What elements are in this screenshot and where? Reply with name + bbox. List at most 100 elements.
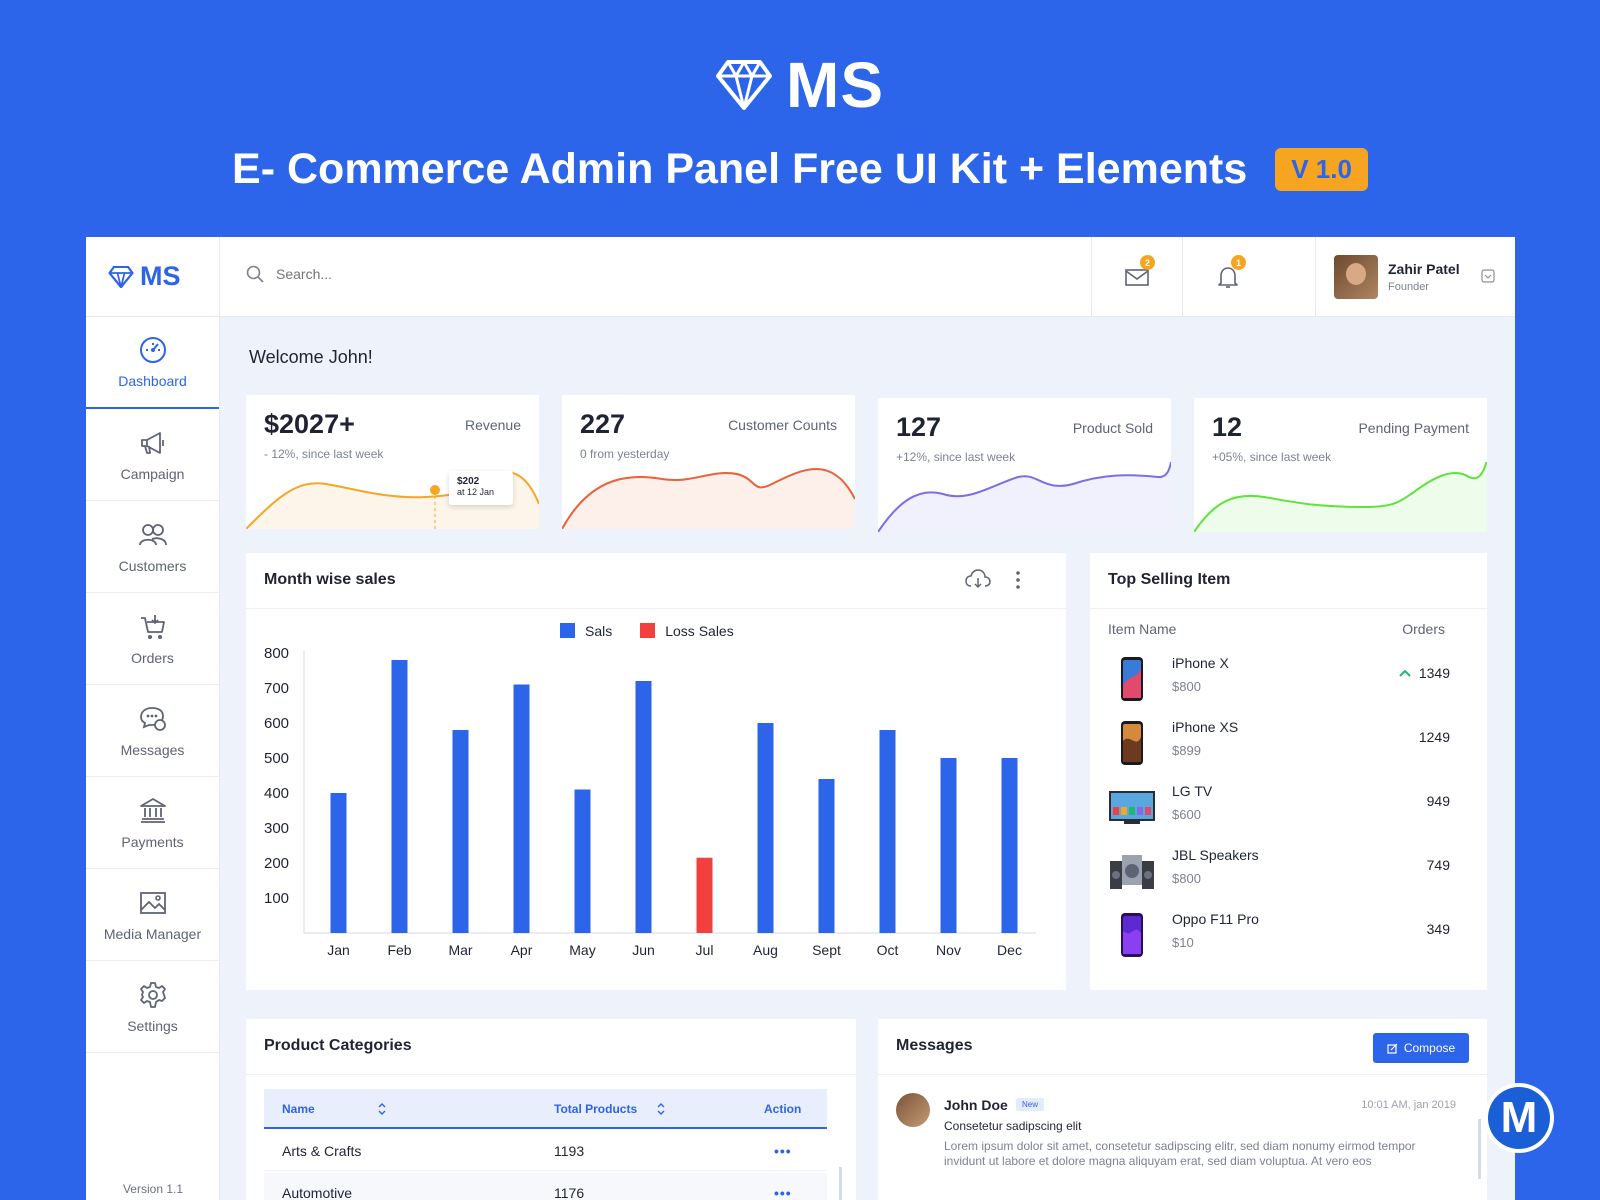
sort-icon[interactable] <box>378 1103 386 1115</box>
y-tick-label: 600 <box>264 715 289 732</box>
sidebar-item-customers[interactable]: Customers <box>86 501 219 593</box>
order-count: 1249 <box>1419 729 1450 745</box>
order-count: 749 <box>1427 857 1450 873</box>
list-item[interactable]: iPhone XS $899 1249 <box>1108 715 1468 779</box>
scrollbar[interactable] <box>839 1167 842 1200</box>
bar-oct <box>879 730 896 933</box>
more-horizontal-icon[interactable]: ••• <box>774 1185 792 1200</box>
chat-icon <box>139 706 166 731</box>
users-icon <box>138 523 167 545</box>
x-tick-label: Dec <box>997 942 1022 958</box>
hero-title-row: E- Commerce Admin Panel Free UI Kit + El… <box>0 145 1600 194</box>
legend-item-sales[interactable]: Sals <box>560 623 612 639</box>
order-count-value: 1249 <box>1418 729 1450 745</box>
sidebar-item-label: Media Manager <box>103 925 202 942</box>
user-profile[interactable]: Zahir Patel Founder <box>1315 237 1515 317</box>
x-tick-label: Mar <box>448 942 472 958</box>
list-item[interactable]: Oppo F11 Pro $10 349 <box>1108 907 1468 971</box>
welcome-heading: Welcome John! <box>249 347 373 367</box>
bar-jun <box>635 681 652 933</box>
bar-feb <box>391 660 408 933</box>
bar-jan <box>330 793 347 933</box>
x-tick-label: Feb <box>387 942 411 958</box>
phone-thumbnail <box>1121 913 1143 957</box>
compose-button[interactable]: Compose <box>1373 1033 1469 1063</box>
sort-icon[interactable] <box>657 1103 665 1115</box>
sidebar-item-payments[interactable]: Payments <box>86 777 219 869</box>
notifications-button[interactable]: 1 <box>1182 237 1273 317</box>
stat-change: +05%, since last week <box>1212 450 1332 464</box>
stat-card-revenue[interactable]: $2027+ Revenue - 12%, since last week $2… <box>246 395 539 529</box>
pending-payment-sparkline <box>1194 462 1487 532</box>
hero-title: E- Commerce Admin Panel Free UI Kit + El… <box>232 145 1248 193</box>
sidebar-item-dashboard[interactable]: Dashboard <box>86 317 219 409</box>
customers-sparkline <box>562 468 855 529</box>
chevron-down-icon[interactable] <box>1481 269 1495 283</box>
sidebar-item-orders[interactable]: Orders <box>86 593 219 685</box>
y-tick-label: 200 <box>264 855 289 872</box>
message-time: 10:01 AM, jan 2019 <box>1361 1099 1456 1111</box>
stat-card-pending-payment[interactable]: 12 Pending Payment +05%, since last week <box>1194 398 1487 532</box>
stat-card-customers[interactable]: 227 Customer Counts 0 from yesterday <box>562 395 855 529</box>
topbar: 2 1 Zahir Patel Founder <box>220 237 1515 317</box>
sidebar-item-media-manager[interactable]: Media Manager <box>86 869 219 961</box>
search-icon <box>246 265 264 283</box>
search-input[interactable] <box>276 266 976 282</box>
cloud-download-icon[interactable] <box>964 568 992 592</box>
table-row[interactable]: Arts & Crafts 1193 ••• <box>264 1131 827 1171</box>
product-price: $10 <box>1172 935 1194 950</box>
order-count-value: 349 <box>1426 921 1450 937</box>
sidebar-item-settings[interactable]: Settings <box>86 961 219 1053</box>
order-count: 1349 <box>1399 665 1450 681</box>
y-tick-label: 800 <box>264 645 289 662</box>
product-categories-card: Product Categories Name Total Products A… <box>246 1019 856 1200</box>
stat-card-product-sold[interactable]: 127 Product Sold +12%, since last week <box>878 398 1171 532</box>
phone-thumbnail <box>1121 657 1143 701</box>
sidebar-item-label: Dashboard <box>118 373 187 389</box>
scrollbar[interactable] <box>1478 1119 1481 1179</box>
hero-brand: MS <box>786 49 884 121</box>
avatar <box>1334 255 1378 299</box>
legend-swatch <box>560 623 575 638</box>
y-tick-label: 400 <box>264 785 289 802</box>
list-item[interactable]: iPhone X $800 1349 <box>1108 651 1468 715</box>
x-tick-label: Jun <box>632 942 655 958</box>
stat-value: 12 <box>1212 412 1243 442</box>
more-horizontal-icon[interactable]: ••• <box>774 1143 792 1159</box>
sidebar-item-messages[interactable]: Messages <box>86 685 219 777</box>
table-row[interactable]: Automotive 1176 ••• <box>264 1173 827 1200</box>
tooltip-value: $202 <box>457 476 480 487</box>
table-header: Name Total Products Action <box>264 1089 827 1129</box>
y-tick-label: 100 <box>264 890 289 907</box>
mail-button[interactable]: 2 <box>1091 237 1182 317</box>
column-header-name[interactable]: Name <box>282 1102 315 1116</box>
product-price: $899 <box>1172 743 1201 758</box>
message-preview: Lorem ipsum dolor sit amet, consetetur s… <box>944 1139 1416 1168</box>
stat-label: Customer Counts <box>728 417 837 433</box>
list-item[interactable]: LG TV $600 949 <box>1108 779 1468 843</box>
list-item[interactable]: JBL Speakers $800 749 <box>1108 843 1468 907</box>
order-count: 349 <box>1427 921 1450 937</box>
x-tick-label: Jul <box>696 942 714 958</box>
product-name: iPhone X <box>1172 655 1229 671</box>
month-sales-bar-chart: 100 200 300 400 500 600 700 800 Jan Feb Mar Apr May J… <box>264 645 1036 958</box>
sidebar-item-campaign[interactable]: Campaign <box>86 409 219 501</box>
gear-icon <box>139 981 166 1008</box>
sales-chart-card: Month wise sales Sals Loss Sales 100 200 3… <box>246 553 1066 990</box>
column-header-total[interactable]: Total Products <box>554 1102 638 1116</box>
arrow-up-icon <box>1399 669 1411 677</box>
sidebar-logo[interactable]: MS <box>86 237 219 317</box>
more-vertical-icon[interactable] <box>1014 569 1022 591</box>
diamond-icon <box>716 60 772 110</box>
new-badge: New <box>1016 1098 1045 1111</box>
avatar <box>896 1093 930 1127</box>
diamond-icon <box>108 265 134 288</box>
product-name: Oppo F11 Pro <box>1172 911 1259 927</box>
bar-sept <box>818 779 835 933</box>
x-tick-label: Sept <box>812 942 841 958</box>
mail-icon <box>1125 269 1149 286</box>
legend-item-loss[interactable]: Loss Sales <box>640 623 734 639</box>
search-box[interactable] <box>246 265 976 283</box>
message-subject: Consetetur sadipscing elit <box>944 1119 1082 1133</box>
bar-apr <box>513 684 530 933</box>
